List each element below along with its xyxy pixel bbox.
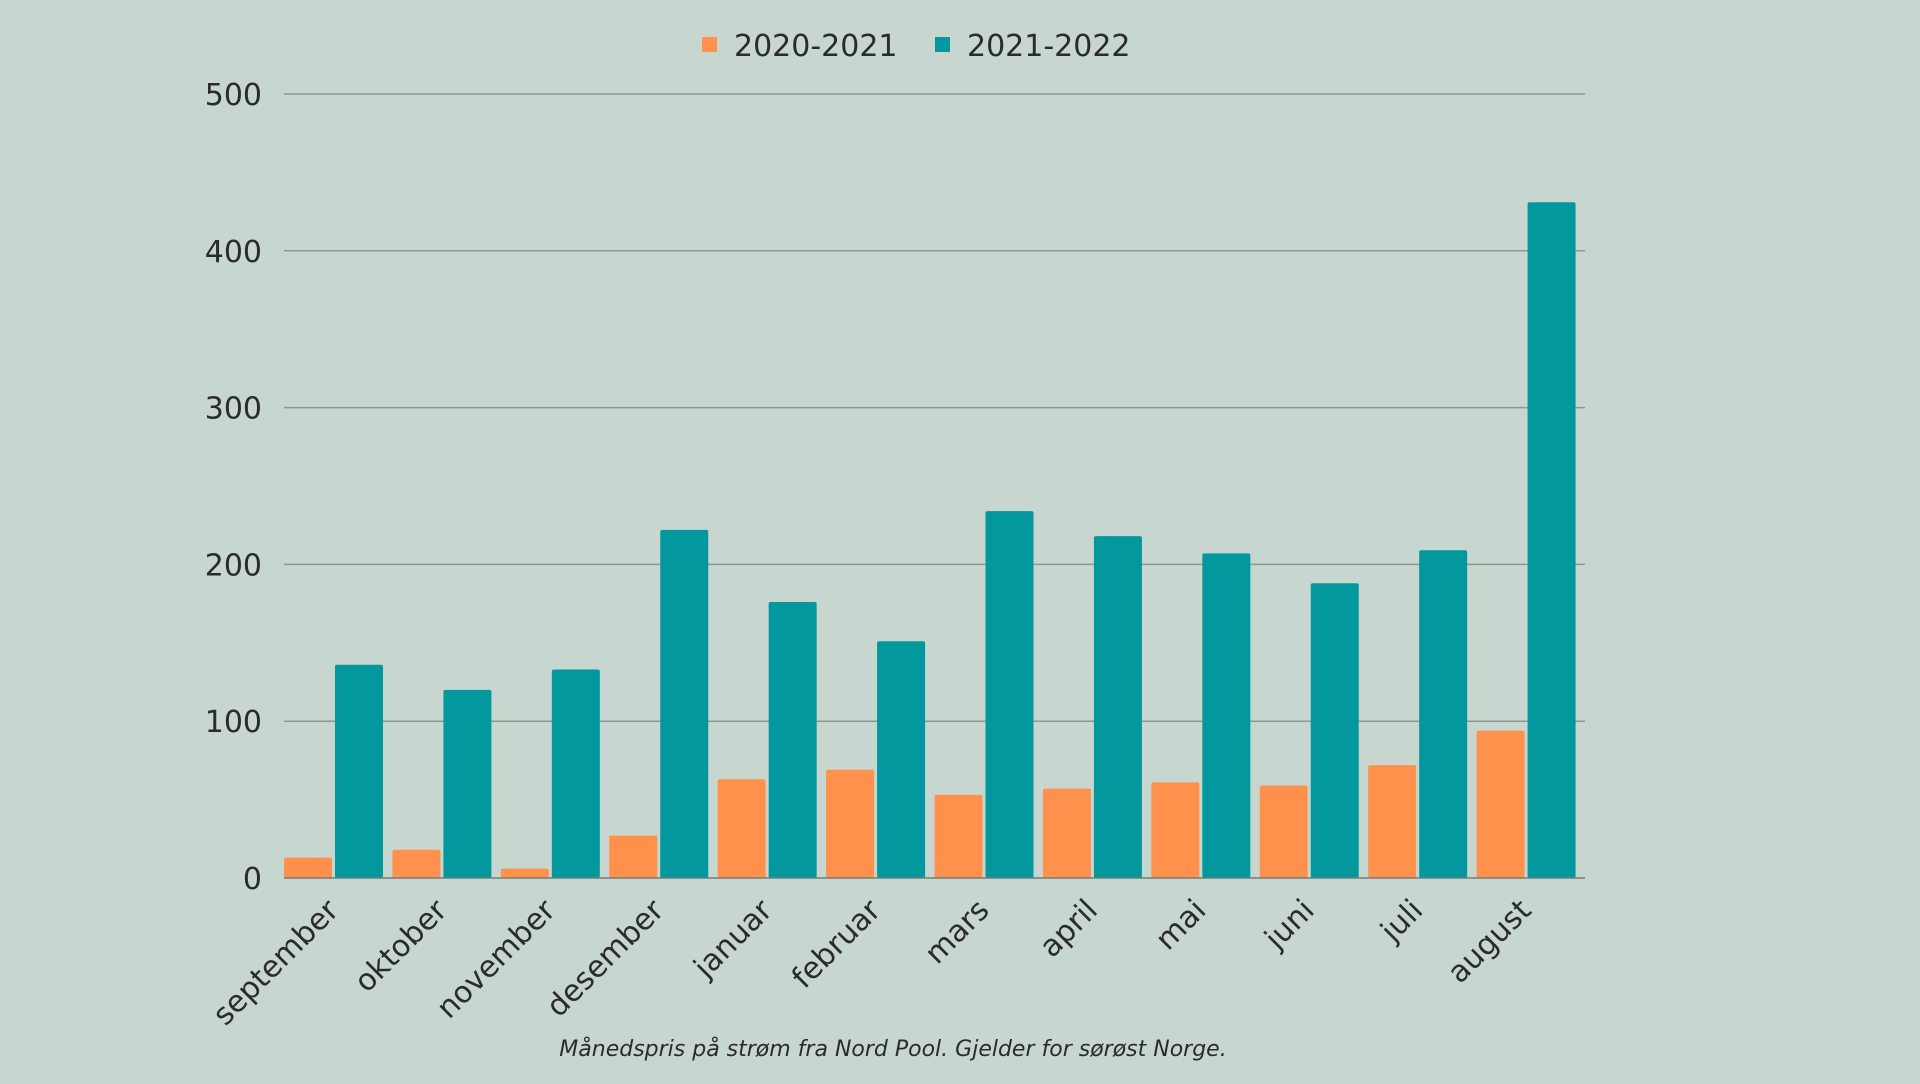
y-tick-label: 300 xyxy=(205,392,262,427)
gridlines xyxy=(284,93,1585,722)
x-tick-label: januar xyxy=(687,892,780,985)
bar-2021-2022 xyxy=(1202,553,1251,878)
bars xyxy=(284,202,1585,879)
x-tick-label: april xyxy=(1033,893,1105,965)
bar-2020-2021 xyxy=(1368,765,1417,878)
legend-swatch xyxy=(702,37,717,52)
bar-2020-2021 xyxy=(1476,730,1525,878)
x-tick-label: august xyxy=(1441,893,1539,991)
bar-2021-2022 xyxy=(1310,583,1359,878)
y-tick-label: 0 xyxy=(243,862,262,897)
x-tick-label: november xyxy=(430,892,563,1025)
bar-2020-2021 xyxy=(500,868,549,878)
bar-2021-2022 xyxy=(1527,202,1576,878)
bar-2021-2022 xyxy=(660,529,709,878)
x-tick-label: september xyxy=(206,892,346,1032)
x-tick-label: juni xyxy=(1257,893,1321,957)
bar-2021-2022 xyxy=(877,641,926,878)
x-tick-label: februar xyxy=(785,892,888,995)
legend-swatch xyxy=(935,37,950,52)
bar-2020-2021 xyxy=(1042,788,1091,878)
bar-2020-2021 xyxy=(1151,782,1200,878)
bar-2020-2021 xyxy=(1259,785,1308,878)
bar-2021-2022 xyxy=(335,664,383,878)
bar-2020-2021 xyxy=(392,849,441,878)
legend: 2020-2021 2021-2022 xyxy=(702,29,1131,64)
bar-2021-2022 xyxy=(1093,536,1142,878)
bar-2020-2021 xyxy=(284,857,332,878)
x-tick-label: oktober xyxy=(348,892,455,999)
legend-label: 2021-2022 xyxy=(967,29,1131,64)
x-tick-label: juli xyxy=(1373,893,1430,950)
y-axis-ticks: 0 100 200 300 400 500 xyxy=(205,78,262,897)
bar-2020-2021 xyxy=(717,779,766,878)
bar-2020-2021 xyxy=(826,769,875,878)
bar-2021-2022 xyxy=(443,689,492,878)
y-tick-label: 200 xyxy=(205,548,262,583)
bar-2021-2022 xyxy=(768,602,817,878)
bar-2021-2022 xyxy=(1419,550,1468,878)
bar-2021-2022 xyxy=(551,669,600,878)
y-tick-label: 500 xyxy=(205,78,262,113)
bar-2020-2021 xyxy=(934,794,983,878)
chart-caption: Månedspris på strøm fra Nord Pool. Gjeld… xyxy=(559,1036,1226,1062)
x-tick-label: mars xyxy=(918,893,996,971)
y-tick-label: 400 xyxy=(205,235,262,270)
x-tick-label: desember xyxy=(540,892,672,1024)
legend-label: 2020-2021 xyxy=(734,29,898,64)
y-tick-label: 100 xyxy=(205,705,262,740)
bar-2020-2021 xyxy=(609,835,658,878)
x-tick-label: mai xyxy=(1149,893,1213,957)
bar-2021-2022 xyxy=(985,511,1034,878)
